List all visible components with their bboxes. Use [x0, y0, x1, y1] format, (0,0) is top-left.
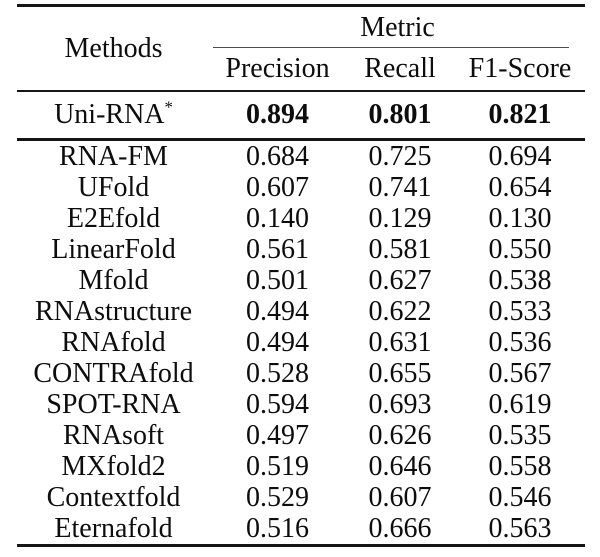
method-name: Uni-RNA: [54, 99, 165, 130]
recall-cell: 0.626: [368, 420, 432, 451]
precision-cell: 0.501: [246, 265, 309, 296]
f1-cell: 0.694: [488, 141, 552, 172]
recall-cell: 0.631: [368, 327, 432, 358]
f1-cell: 0.821: [455, 91, 586, 141]
table-row: RNAsoft 0.497 0.626 0.535: [17, 420, 585, 451]
recall-cell: 0.655: [368, 358, 432, 389]
f1-cell: 0.533: [488, 296, 552, 327]
column-header-methods: Methods: [17, 5, 210, 92]
precision-cell: 0.519: [246, 451, 309, 482]
precision-cell: 0.494: [246, 296, 309, 327]
precision-cell: 0.684: [246, 141, 309, 172]
f1-cell: 0.535: [488, 420, 552, 451]
recall-cell: 0.622: [368, 296, 432, 327]
table-row: SPOT-RNA 0.594 0.693 0.619: [17, 389, 585, 420]
precision-cell: 0.516: [210, 513, 345, 547]
precision-cell: 0.894: [210, 91, 345, 141]
table-row: RNAfold 0.494 0.631 0.536: [17, 327, 585, 358]
method-name-cell: RNAsoft: [62, 420, 165, 451]
column-header-f1-score: F1-Score: [455, 48, 586, 92]
f1-cell: 0.619: [488, 389, 552, 420]
recall-cell: 0.666: [345, 513, 455, 547]
precision-cell: 0.561: [246, 234, 309, 265]
column-header-recall: Recall: [345, 48, 455, 92]
f1-cell: 0.130: [488, 203, 552, 234]
method-name-cell: SPOT-RNA: [46, 389, 181, 420]
method-name-cell: RNA-FM: [59, 141, 168, 172]
f1-cell: 0.558: [488, 451, 552, 482]
table-row: RNAstructure 0.494 0.622 0.533: [17, 296, 585, 327]
precision-cell: 0.594: [246, 389, 309, 420]
method-name-cell: MXfold2: [61, 451, 166, 482]
method-name-cell: UFold: [77, 172, 150, 203]
table-row: LinearFold 0.561 0.581 0.550: [17, 234, 585, 265]
precision-cell: 0.529: [246, 482, 309, 513]
precision-cell: 0.497: [246, 420, 309, 451]
f1-cell: 0.567: [488, 358, 552, 389]
recall-cell: 0.693: [368, 389, 432, 420]
method-name-cell: RNAstructure: [34, 296, 193, 327]
method-name-cell: Mfold: [78, 265, 149, 296]
method-name-cell: E2Efold: [66, 203, 161, 234]
recall-cell: 0.646: [368, 451, 432, 482]
recall-cell: 0.801: [345, 91, 455, 141]
table-row-uni-rna: Uni-RNA* 0.894 0.801 0.821: [17, 91, 586, 141]
recall-cell: 0.741: [368, 172, 432, 203]
asterisk-superscript: *: [164, 97, 173, 117]
column-header-precision: Precision: [210, 48, 345, 92]
subheader-row: Precision Recall F1-Score: [17, 48, 586, 92]
f1-cell: 0.654: [488, 172, 552, 203]
recall-cell: 0.725: [368, 141, 432, 172]
precision-cell: 0.607: [246, 172, 309, 203]
recall-cell: 0.581: [368, 234, 432, 265]
recall-cell: 0.627: [368, 265, 432, 296]
f1-cell: 0.538: [488, 265, 552, 296]
table-row: E2Efold 0.140 0.129 0.130: [17, 203, 585, 234]
table-row: CONTRAfold 0.528 0.655 0.567: [17, 358, 585, 389]
method-name-cell: RNAfold: [61, 327, 166, 358]
metric-group-label: Metric: [360, 11, 435, 43]
method-name-cell: Uni-RNA*: [17, 91, 210, 141]
table-row: MXfold2 0.519 0.646 0.558: [17, 451, 585, 482]
table-row: Eternafold 0.516 0.666 0.563: [17, 513, 586, 547]
table-row: Contextfold 0.529 0.607 0.546: [17, 482, 585, 513]
recall-cell: 0.607: [368, 482, 432, 513]
method-name-cell: LinearFold: [51, 234, 176, 265]
method-name-cell: Eternafold: [17, 513, 210, 547]
f1-cell: 0.536: [488, 327, 552, 358]
method-name-cell: CONTRAfold: [33, 358, 194, 389]
table-row: UFold 0.607 0.741 0.654: [17, 172, 585, 203]
column-group-header-metric: Metric: [210, 6, 585, 48]
results-table: Methods Metric Precision Recall F1-Score…: [17, 4, 586, 547]
f1-cell: 0.550: [488, 234, 552, 265]
table-row: RNA-FM 0.684 0.725 0.694: [17, 140, 585, 173]
recall-cell: 0.129: [368, 203, 432, 234]
method-name-cell: Contextfold: [46, 482, 181, 513]
f1-cell: 0.563: [455, 513, 586, 547]
group-header-row: Methods Metric: [17, 5, 585, 92]
table-row: Mfold 0.501 0.627 0.538: [17, 265, 585, 296]
precision-cell: 0.494: [246, 327, 309, 358]
precision-cell: 0.140: [246, 203, 309, 234]
metric-underline-rule: [213, 47, 570, 48]
precision-cell: 0.528: [246, 358, 309, 389]
f1-cell: 0.546: [488, 482, 552, 513]
